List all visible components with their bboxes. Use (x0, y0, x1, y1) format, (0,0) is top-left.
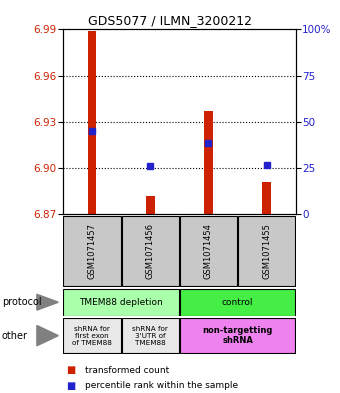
Bar (122, 216, 179, 286)
Text: shRNA for
3'UTR of
TMEM88: shRNA for 3'UTR of TMEM88 (132, 326, 168, 345)
Bar (180, 289, 295, 316)
Text: ■: ■ (66, 365, 75, 375)
Text: TMEM88 depletion: TMEM88 depletion (79, 298, 163, 307)
Text: other: other (2, 331, 28, 341)
Bar (64, 318, 121, 353)
Bar (122, 318, 179, 353)
Text: control: control (222, 298, 253, 307)
Text: percentile rank within the sample: percentile rank within the sample (85, 382, 238, 390)
Bar (88, 31, 96, 214)
Bar (180, 318, 295, 353)
Bar (180, 216, 237, 286)
Polygon shape (37, 294, 58, 310)
Text: GSM1071457: GSM1071457 (87, 223, 97, 279)
Text: protocol: protocol (2, 297, 41, 307)
Text: ■: ■ (66, 381, 75, 391)
Text: GSM1071454: GSM1071454 (204, 223, 213, 279)
Bar (64, 289, 179, 316)
Text: shRNA for
first exon
of TMEM88: shRNA for first exon of TMEM88 (72, 326, 112, 345)
Bar (146, 196, 155, 214)
Text: GSM1071455: GSM1071455 (262, 223, 271, 279)
Polygon shape (37, 325, 58, 346)
Text: GDS5077 / ILMN_3200212: GDS5077 / ILMN_3200212 (88, 14, 252, 27)
Bar (238, 216, 295, 286)
Bar (204, 111, 213, 214)
Text: non-targetting
shRNA: non-targetting shRNA (202, 326, 273, 345)
Text: GSM1071456: GSM1071456 (146, 223, 155, 279)
Text: transformed count: transformed count (85, 366, 169, 375)
Bar (64, 216, 121, 286)
Bar (262, 182, 271, 214)
